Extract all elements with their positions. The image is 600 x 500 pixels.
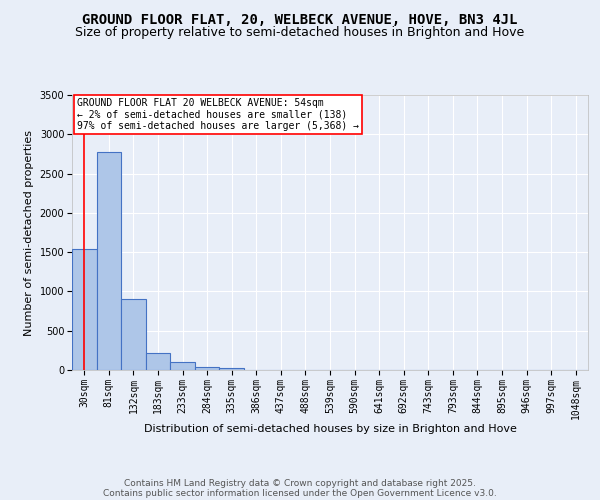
Text: Contains HM Land Registry data © Crown copyright and database right 2025.: Contains HM Land Registry data © Crown c… — [124, 478, 476, 488]
X-axis label: Distribution of semi-detached houses by size in Brighton and Hove: Distribution of semi-detached houses by … — [143, 424, 517, 434]
Bar — [220, 368, 244, 370]
Text: Contains public sector information licensed under the Open Government Licence v3: Contains public sector information licen… — [103, 488, 497, 498]
Text: Size of property relative to semi-detached houses in Brighton and Hove: Size of property relative to semi-detach… — [76, 26, 524, 39]
Text: GROUND FLOOR FLAT, 20, WELBECK AVENUE, HOVE, BN3 4JL: GROUND FLOOR FLAT, 20, WELBECK AVENUE, H… — [82, 12, 518, 26]
Bar — [121, 298, 146, 370]
Y-axis label: Number of semi-detached properties: Number of semi-detached properties — [24, 130, 34, 336]
Bar — [170, 362, 195, 370]
Bar — [146, 352, 170, 370]
Bar — [195, 367, 220, 370]
Bar — [72, 250, 97, 370]
Text: GROUND FLOOR FLAT 20 WELBECK AVENUE: 54sqm
← 2% of semi-detached houses are smal: GROUND FLOOR FLAT 20 WELBECK AVENUE: 54s… — [77, 98, 359, 131]
Bar — [97, 152, 121, 370]
